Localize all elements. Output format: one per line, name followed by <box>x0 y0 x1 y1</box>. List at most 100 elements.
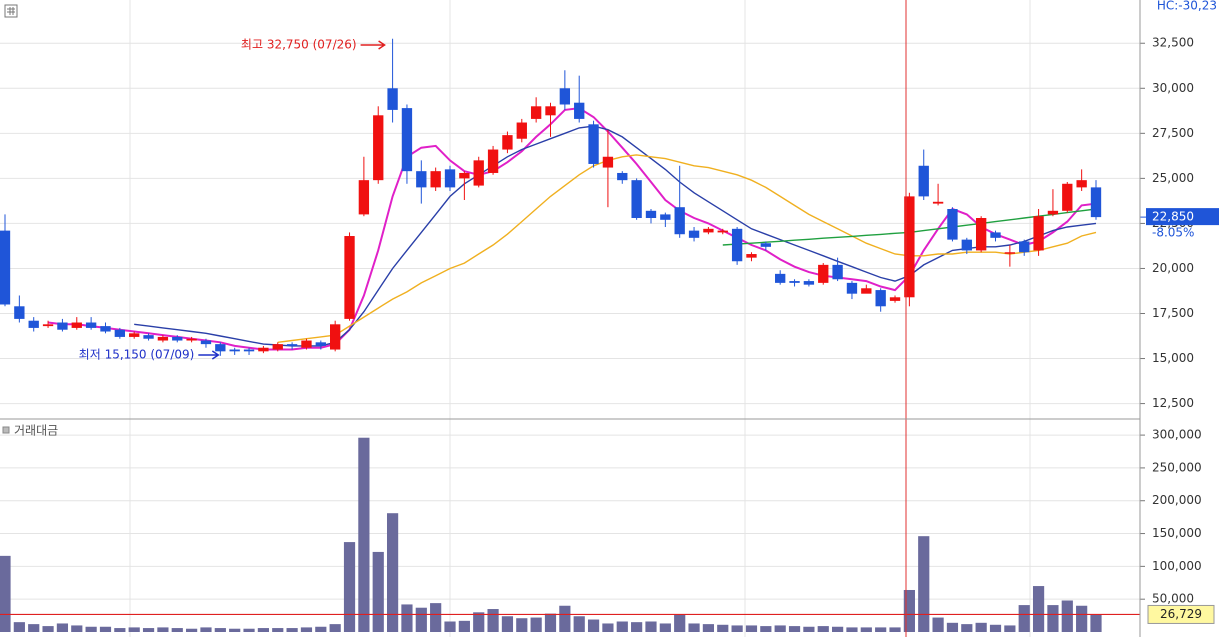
volume-bar <box>171 628 183 632</box>
candle-body <box>28 320 39 328</box>
panel-icon <box>2 426 10 434</box>
candle-body <box>1033 216 1044 251</box>
volume-badge <box>1147 604 1215 624</box>
candle-body <box>832 264 843 280</box>
volume-bar <box>1004 625 1016 632</box>
volume-bar <box>616 621 628 632</box>
candle-body <box>430 171 441 188</box>
volume-bar <box>343 542 356 632</box>
candle-body <box>215 344 226 352</box>
y-tick-label: 25,000 <box>1152 171 1194 185</box>
volume-bar <box>99 626 112 632</box>
candle-body <box>760 243 771 247</box>
candle-body <box>904 196 915 298</box>
volume-bar <box>817 626 829 632</box>
y2-tick-label: 100,000 <box>1152 559 1202 573</box>
change-label: -8.05% <box>1152 226 1194 240</box>
candle-body <box>588 124 599 164</box>
candle-body <box>846 282 858 294</box>
candle-body <box>401 108 413 172</box>
volume-bar <box>243 628 255 632</box>
candle-body <box>1062 183 1073 211</box>
volume-bar <box>1076 605 1088 632</box>
volume-bar <box>1061 600 1073 632</box>
volume-bar <box>1018 605 1030 632</box>
candle-body <box>703 228 714 233</box>
candle-body <box>473 160 484 186</box>
volume-title: 거래대금 <box>14 424 58 438</box>
high-annotation: 최고 32,750 (07/26) <box>241 38 357 52</box>
volume-bar <box>803 626 815 632</box>
volume-bar <box>85 626 97 632</box>
candle-body <box>315 342 326 346</box>
y2-tick-label: 50,000 <box>1152 592 1194 606</box>
toolbar-icon[interactable] <box>4 4 18 18</box>
volume-bar <box>329 624 341 632</box>
y-tick-label: 12,500 <box>1152 396 1194 410</box>
volume-bar <box>774 625 786 632</box>
y-tick-label: 20,000 <box>1152 261 1194 275</box>
volume-bar <box>645 621 657 632</box>
moving-average <box>277 154 1097 343</box>
candle-body <box>129 333 140 337</box>
volume-bar <box>473 612 485 632</box>
candle-body <box>961 239 972 251</box>
candle-body <box>487 149 499 173</box>
candle-body <box>803 281 815 285</box>
candle-body <box>330 324 341 350</box>
volume-bar <box>229 628 241 632</box>
volume-bar <box>114 628 126 632</box>
candle-body <box>530 106 542 119</box>
candle-body <box>416 171 427 188</box>
candle-body <box>889 297 901 301</box>
candle-body <box>660 214 671 220</box>
candle-body <box>200 340 212 345</box>
candle-body <box>1004 252 1016 254</box>
corner-label: HC:-30,23 <box>1157 0 1217 13</box>
toolbar-icon-lines <box>7 7 15 15</box>
candle-body <box>42 324 54 327</box>
candle-body <box>789 281 800 283</box>
volume-bar <box>56 623 69 632</box>
candle-body <box>932 201 944 204</box>
volume-bar <box>487 609 499 632</box>
volume-bar <box>674 614 686 632</box>
candle-body <box>717 230 728 233</box>
y2-tick-label: 200,000 <box>1152 493 1202 507</box>
candle-body <box>143 335 154 339</box>
volume-bar <box>286 628 298 632</box>
low-arrow <box>198 350 220 360</box>
volume-bar <box>430 603 442 632</box>
candle-body <box>631 180 642 219</box>
y-tick-label: 30,000 <box>1152 81 1194 95</box>
candle-body <box>100 326 111 332</box>
high-arrow <box>360 40 386 50</box>
candle-body <box>746 254 757 258</box>
last-price-badge <box>1146 208 1219 226</box>
volume-bar <box>631 622 643 632</box>
candle-body <box>85 322 97 328</box>
volume-bar <box>530 617 542 632</box>
candle-body <box>818 264 829 283</box>
volume-bar <box>358 437 370 632</box>
candle-body <box>286 344 298 346</box>
y2-tick-label: 250,000 <box>1152 460 1202 474</box>
volume-bar <box>1047 605 1059 632</box>
volume-bar <box>602 623 614 632</box>
candle-body <box>1047 210 1059 215</box>
volume-bar <box>1090 614 1102 632</box>
last-price-label: 22,850 <box>1152 210 1194 224</box>
volume-bar <box>903 589 915 632</box>
low-annotation: 최저 15,150 (07/09) <box>79 348 195 362</box>
y-tick-label: 17,500 <box>1152 306 1194 320</box>
y2-tick-label: 150,000 <box>1152 526 1202 540</box>
volume-bar <box>989 624 1002 632</box>
volume-bar <box>214 628 226 632</box>
candle-body <box>358 180 370 215</box>
volume-bar <box>702 624 715 632</box>
candle-body <box>14 306 25 319</box>
volume-bar <box>28 624 40 632</box>
candle-body <box>243 349 255 352</box>
